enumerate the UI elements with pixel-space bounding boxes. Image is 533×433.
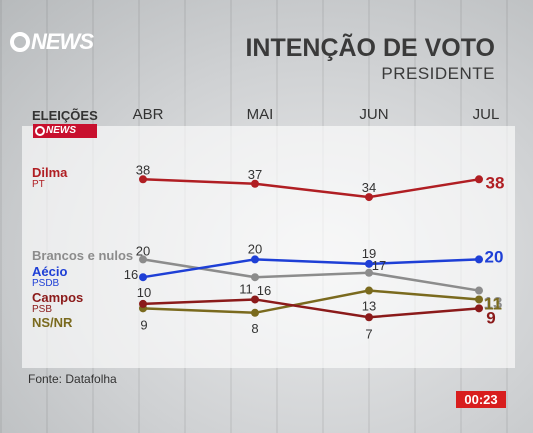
data-label-nsnr-3: 11: [484, 294, 502, 313]
channel-logo-text: NEWS: [31, 29, 94, 54]
data-point-nsnr-2: [365, 286, 373, 295]
chart-title: INTENÇÃO DE VOTO: [245, 34, 495, 62]
data-point-aecio-2: [365, 259, 373, 268]
data-point-dilma-0: [139, 175, 147, 184]
data-label-nsnr-0: 9: [140, 317, 147, 332]
elections-logo-text: NEWS: [46, 125, 76, 136]
month-label-1: MAI: [246, 106, 274, 123]
timer-badge: 00:23: [456, 391, 506, 408]
legend-campos-name: Campos: [32, 290, 84, 305]
source-note: Fonte: Datafolha: [28, 372, 117, 386]
legend-dilma-name: Dilma: [32, 165, 68, 180]
data-point-aecio-0: [139, 273, 147, 282]
data-label-brancos-3: 13: [484, 294, 503, 313]
data-point-aecio-3: [475, 255, 483, 264]
data-point-brancos-2: [365, 268, 373, 277]
data-point-aecio-1: [251, 255, 259, 264]
elections-label: ELEIÇÕES: [32, 108, 98, 123]
legend-brancos-name: Brancos e nulos: [32, 248, 134, 263]
data-point-campos-1: [251, 295, 259, 304]
series-line-dilma: [142, 178, 480, 199]
legend-campos-party: PSB: [32, 304, 53, 315]
data-point-nsnr-3: [475, 295, 483, 304]
series-line-aecio: [142, 258, 480, 279]
data-point-dilma-2: [365, 193, 373, 202]
legend-dilma: Dilma PT: [32, 166, 67, 190]
data-label-brancos-2: 17: [372, 258, 386, 273]
month-label-3: JUL: [472, 106, 500, 123]
data-label-dilma-0: 38: [136, 162, 150, 177]
data-label-campos-1: 11: [239, 281, 253, 296]
data-point-campos-3: [475, 304, 483, 313]
data-point-campos-2: [365, 313, 373, 322]
legend-campos: Campos PSB: [32, 291, 83, 315]
data-label-aecio-0: 16: [124, 267, 138, 282]
chart-panel: [22, 126, 515, 368]
data-label-brancos-1: 16: [257, 283, 271, 298]
data-point-dilma-1: [251, 179, 259, 188]
data-label-aecio-3: 20: [485, 247, 504, 266]
data-label-campos-0: 10: [137, 285, 151, 300]
series-line-brancos: [142, 258, 480, 292]
month-label-0: ABR: [132, 106, 164, 123]
globo-circle-icon: [10, 32, 30, 52]
data-point-nsnr-1: [251, 308, 259, 317]
data-label-campos-3: 9: [486, 308, 495, 327]
data-label-dilma-2: 34: [362, 180, 376, 195]
data-point-brancos-0: [139, 255, 147, 264]
data-label-nsnr-2: 13: [362, 299, 376, 314]
channel-logo: NEWS: [10, 29, 94, 54]
data-point-brancos-1: [251, 273, 259, 282]
series-line-campos: [142, 298, 480, 319]
legend-aecio-party: PSDB: [32, 278, 60, 289]
legend-nsnr: NS/NR: [32, 316, 72, 329]
data-label-brancos-0: 20: [136, 243, 150, 258]
legend-aecio-name: Aécio: [32, 264, 68, 279]
data-label-campos-2: 7: [365, 326, 372, 341]
chart-subtitle: PRESIDENTE: [381, 64, 495, 83]
globo-circle-icon: [35, 126, 45, 136]
series-line-nsnr: [142, 289, 480, 315]
data-point-campos-0: [139, 299, 147, 308]
data-point-brancos-3: [475, 286, 483, 295]
elections-logo: NEWS: [33, 124, 97, 138]
legend-nsnr-name: NS/NR: [32, 315, 73, 330]
data-point-dilma-3: [475, 175, 483, 184]
legend-aecio: Aécio PSDB: [32, 265, 67, 289]
legend-dilma-party: PT: [32, 179, 45, 190]
data-label-dilma-3: 38: [486, 173, 505, 192]
legend-brancos: Brancos e nulos: [32, 249, 133, 262]
data-label-nsnr-1: 8: [251, 321, 258, 336]
data-label-dilma-1: 37: [248, 167, 262, 182]
data-label-aecio-2: 19: [362, 246, 376, 261]
data-label-aecio-1: 20: [248, 241, 262, 256]
month-label-2: JUN: [359, 106, 389, 123]
